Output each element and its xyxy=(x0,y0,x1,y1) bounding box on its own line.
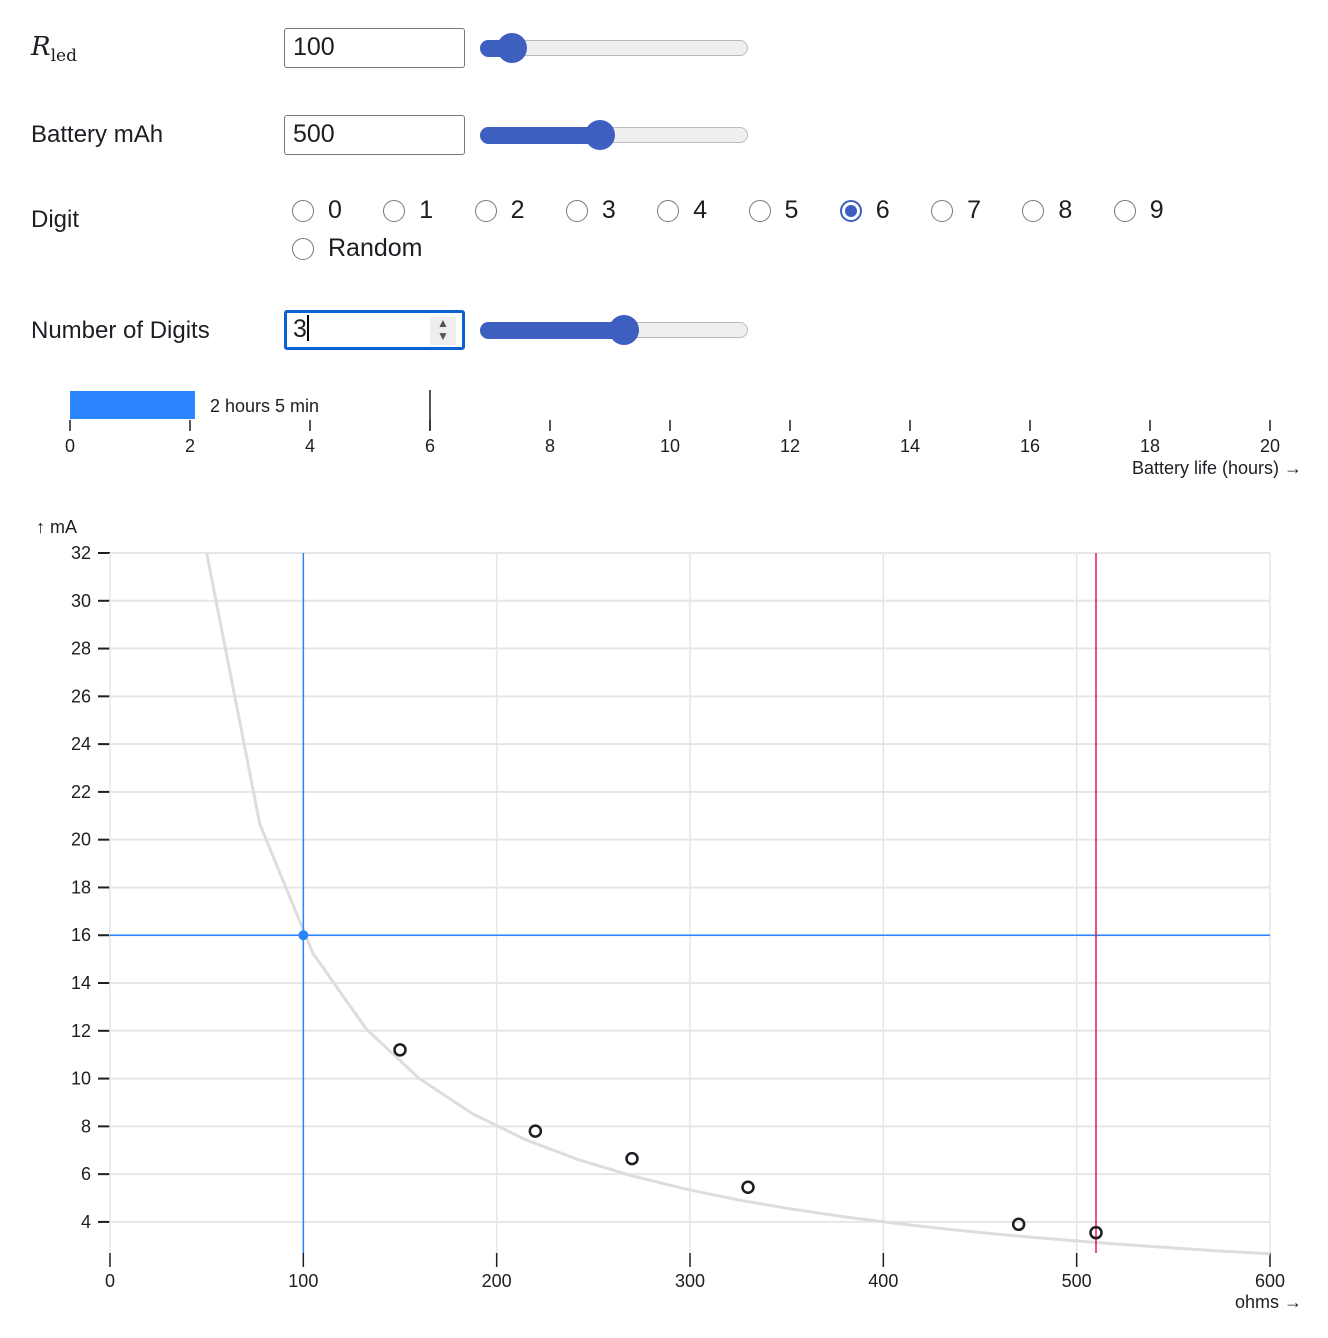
battery-x-label: Battery life (hours) → xyxy=(1132,458,1302,478)
x-tick-label: 8 xyxy=(545,436,555,456)
x-tick-label: 300 xyxy=(675,1271,705,1291)
x-tick-label: 14 xyxy=(900,436,920,456)
radio-circle-icon[interactable] xyxy=(292,237,314,260)
y-tick-label: 30 xyxy=(71,591,91,611)
radio-label: 9 xyxy=(1149,196,1164,224)
y-tick-label: 20 xyxy=(71,830,91,850)
num-digits-label: Number of Digits xyxy=(31,317,210,344)
slider-thumb[interactable] xyxy=(496,33,527,63)
y-tick-label: 10 xyxy=(71,1069,91,1089)
y-tick-label: 12 xyxy=(71,1021,91,1041)
digit-radio-7[interactable]: 7 xyxy=(931,196,981,225)
ohms-x-label: ohms → xyxy=(1235,1292,1302,1312)
resistor-point xyxy=(528,1124,543,1138)
radio-circle-icon[interactable] xyxy=(1113,199,1136,222)
crosshair-point xyxy=(298,930,309,941)
radio-label: 1 xyxy=(419,196,434,224)
x-tick-label: 400 xyxy=(868,1271,898,1291)
x-tick-label: 4 xyxy=(305,436,315,456)
y-tick-label: 26 xyxy=(71,686,91,706)
x-tick-label: 200 xyxy=(482,1271,512,1291)
radio-label: 2 xyxy=(510,196,525,224)
digit-radio-random[interactable]: Random xyxy=(292,234,423,263)
digit-radio-1[interactable]: 1 xyxy=(383,196,433,225)
x-tick-label: 0 xyxy=(105,1271,115,1291)
spinner-arrows-icon[interactable]: ▲ ▼ xyxy=(430,317,456,345)
resistor-point xyxy=(625,1151,639,1166)
digit-radio-9[interactable]: 9 xyxy=(1113,196,1164,225)
radio-label: 7 xyxy=(967,196,981,224)
digit-radio-4[interactable]: 4 xyxy=(657,196,707,225)
y-tick-label: 6 xyxy=(81,1164,91,1184)
digit-radio-6[interactable]: 6 xyxy=(839,196,890,225)
current-curve xyxy=(205,552,1271,1256)
x-tick-label: 16 xyxy=(1020,436,1040,456)
x-tick-label: 600 xyxy=(1255,1271,1285,1291)
x-tick-label: 20 xyxy=(1260,436,1280,456)
slider-thumb[interactable] xyxy=(608,315,639,345)
radio-label: 3 xyxy=(601,196,616,224)
y-tick-label: 18 xyxy=(71,877,91,897)
digit-radio-3[interactable]: 3 xyxy=(565,196,616,225)
y-tick-label: 4 xyxy=(81,1212,91,1232)
radio-label: 5 xyxy=(784,196,799,224)
y-tick-label: 8 xyxy=(81,1116,91,1136)
battery-life-label: 2 hours 5 min xyxy=(210,396,319,416)
digit-label: Digit xyxy=(31,206,80,233)
radio-circle-icon[interactable] xyxy=(931,199,954,222)
x-tick-label: 6 xyxy=(425,436,435,456)
rled-slider[interactable] xyxy=(480,33,748,63)
y-tick-label: 16 xyxy=(71,925,91,945)
radio-circle-icon[interactable] xyxy=(1022,199,1045,222)
radio-label: 0 xyxy=(328,196,342,224)
x-tick-label: 0 xyxy=(65,436,75,456)
slider-thumb[interactable] xyxy=(584,120,615,150)
x-tick-label: 2 xyxy=(185,436,195,456)
num-digits-input[interactable]: 3 ▲ ▼ xyxy=(284,310,465,350)
y-tick-label: 32 xyxy=(71,543,91,563)
radio-circle-icon[interactable] xyxy=(565,199,588,222)
y-tick-label: 14 xyxy=(71,973,91,993)
radio-label: Random xyxy=(328,234,423,262)
x-tick-label: 100 xyxy=(288,1271,318,1291)
rled-label: Rled xyxy=(31,32,77,66)
y-tick-label: 22 xyxy=(71,782,91,802)
num-digits-slider[interactable] xyxy=(480,315,748,345)
resistor-point xyxy=(741,1180,755,1195)
x-tick-label: 500 xyxy=(1062,1271,1092,1291)
radio-label: 8 xyxy=(1058,196,1073,224)
radio-circle-icon[interactable] xyxy=(657,199,680,222)
digit-radio-5[interactable]: 5 xyxy=(748,196,799,225)
rled-input[interactable]: 100 xyxy=(284,28,465,68)
x-tick-label: 10 xyxy=(660,436,680,456)
radio-circle-icon[interactable] xyxy=(839,199,862,222)
radio-label: 4 xyxy=(693,196,708,224)
radio-circle-icon[interactable] xyxy=(292,199,314,222)
x-tick-label: 12 xyxy=(780,436,800,456)
x-tick-label: 18 xyxy=(1140,436,1160,456)
radio-label: 6 xyxy=(875,196,890,224)
radio-circle-icon[interactable] xyxy=(748,199,771,222)
battery-input[interactable]: 500 xyxy=(284,115,465,155)
radio-circle-icon[interactable] xyxy=(383,199,406,222)
resistor-point xyxy=(1089,1225,1103,1240)
battery-slider[interactable] xyxy=(480,120,748,150)
digit-radio-2[interactable]: 2 xyxy=(474,196,525,225)
radio-circle-icon[interactable] xyxy=(474,199,497,222)
y-tick-label: 28 xyxy=(71,639,91,659)
digit-radio-0[interactable]: 0 xyxy=(292,196,342,225)
battery-life-bar xyxy=(70,391,195,419)
digit-radio-8[interactable]: 8 xyxy=(1022,196,1072,225)
y-tick-label: 24 xyxy=(71,734,91,754)
resistor-point xyxy=(393,1043,407,1057)
current-y-label: ↑ mA xyxy=(36,517,77,537)
battery-label: Battery mAh xyxy=(31,121,164,148)
resistor-point xyxy=(1011,1217,1026,1232)
